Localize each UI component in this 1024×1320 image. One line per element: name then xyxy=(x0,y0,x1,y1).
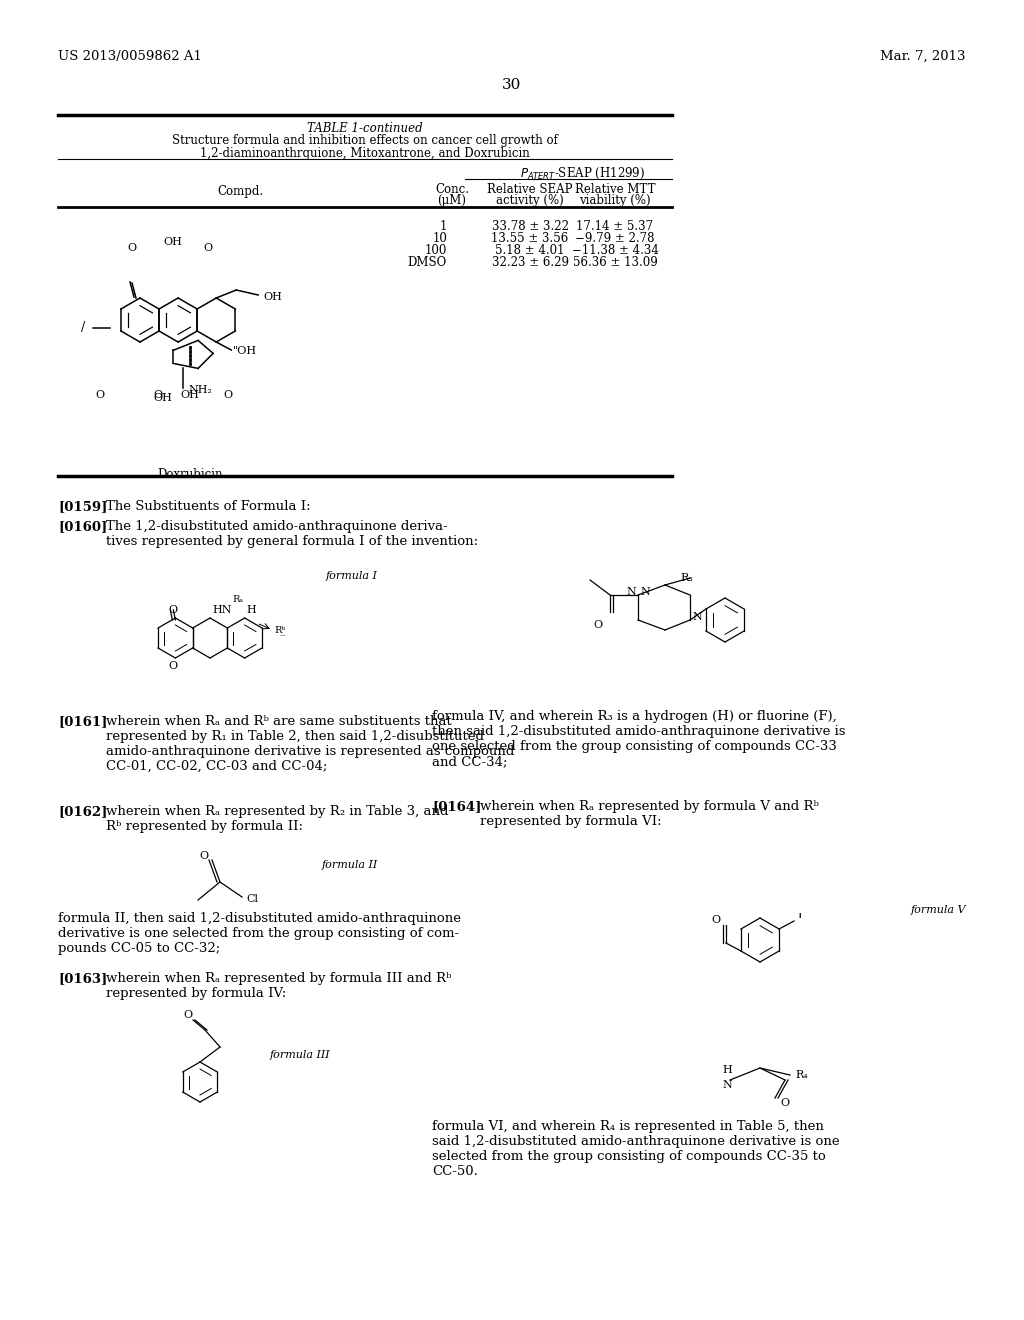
Text: OH: OH xyxy=(164,238,182,247)
Text: formula III: formula III xyxy=(269,1049,330,1060)
Text: activity (%): activity (%) xyxy=(496,194,564,207)
Text: N: N xyxy=(722,1080,732,1090)
Text: O: O xyxy=(594,620,602,630)
Text: −9.79 ± 2.78: −9.79 ± 2.78 xyxy=(575,232,654,246)
Text: wherein when Rₐ and Rᵇ are same substituents that
represented by R₁ in Table 2, : wherein when Rₐ and Rᵇ are same substitu… xyxy=(106,715,514,774)
Text: (μM): (μM) xyxy=(437,194,467,207)
Text: 13.55 ± 3.56: 13.55 ± 3.56 xyxy=(492,232,568,246)
Text: wherein when Rₐ represented by R₂ in Table 3, and
Rᵇ represented by formula II:: wherein when Rₐ represented by R₂ in Tab… xyxy=(106,805,449,833)
Text: wherein when Rₐ represented by formula III and Rᵇ
represented by formula IV:: wherein when Rₐ represented by formula I… xyxy=(106,972,452,1001)
Text: Doxrubicin: Doxrubicin xyxy=(158,469,223,480)
Text: N: N xyxy=(640,587,650,597)
Text: OH: OH xyxy=(180,389,200,400)
Text: formula II, then said 1,2-disubstituted amido-anthraquinone
derivative is one se: formula II, then said 1,2-disubstituted … xyxy=(58,912,461,954)
Text: 1: 1 xyxy=(439,220,447,234)
Text: formula IV, and wherein R₃ is a hydrogen (H) or fluorine (F),
then said 1,2-disu: formula IV, and wherein R₃ is a hydrogen… xyxy=(432,710,846,768)
Text: O: O xyxy=(712,915,721,925)
Text: [0160]: [0160] xyxy=(58,520,108,533)
Text: OH: OH xyxy=(263,292,282,302)
Text: [0159]: [0159] xyxy=(58,500,108,513)
Text: OH: OH xyxy=(154,393,172,404)
Text: "OH: "OH xyxy=(233,346,257,356)
Text: /: / xyxy=(81,322,85,334)
Text: [0163]: [0163] xyxy=(58,972,108,985)
Text: formula II: formula II xyxy=(322,861,378,870)
Text: viability (%): viability (%) xyxy=(580,194,651,207)
Text: 100: 100 xyxy=(425,244,447,257)
Text: 32.23 ± 6.29: 32.23 ± 6.29 xyxy=(492,256,568,269)
Text: H: H xyxy=(247,605,256,615)
Text: O: O xyxy=(183,1010,193,1020)
Text: O: O xyxy=(223,389,232,400)
Text: O: O xyxy=(169,605,178,615)
Text: [0161]: [0161] xyxy=(58,715,108,729)
Text: O: O xyxy=(127,243,136,253)
Text: Relative SEAP: Relative SEAP xyxy=(487,183,572,195)
Text: Conc.: Conc. xyxy=(435,183,469,195)
Text: $P_{ATERT}$-SEAP (H1299): $P_{ATERT}$-SEAP (H1299) xyxy=(520,166,645,181)
Text: O: O xyxy=(780,1098,790,1107)
Text: N: N xyxy=(627,587,636,597)
Text: 1,2-diaminoanthrquione, Mitoxantrone, and Doxrubicin: 1,2-diaminoanthrquione, Mitoxantrone, an… xyxy=(200,147,529,160)
Text: 30: 30 xyxy=(503,78,521,92)
Text: Compd.: Compd. xyxy=(217,185,263,198)
Text: formula I: formula I xyxy=(326,572,378,581)
Text: 10: 10 xyxy=(432,232,447,246)
Text: 33.78 ± 3.22: 33.78 ± 3.22 xyxy=(492,220,568,234)
Text: wherein when Rₐ represented by formula V and Rᵇ
represented by formula VI:: wherein when Rₐ represented by formula V… xyxy=(480,800,819,828)
Text: US 2013/0059862 A1: US 2013/0059862 A1 xyxy=(58,50,202,63)
Text: O: O xyxy=(204,243,213,253)
Text: O: O xyxy=(154,389,163,400)
Text: 17.14 ± 5.37: 17.14 ± 5.37 xyxy=(577,220,653,234)
Text: 56.36 ± 13.09: 56.36 ± 13.09 xyxy=(572,256,657,269)
Text: H: H xyxy=(722,1065,732,1074)
Text: [0164]: [0164] xyxy=(432,800,481,813)
Text: R₃: R₃ xyxy=(680,573,693,583)
Text: N: N xyxy=(692,612,701,622)
Text: Relative MTT: Relative MTT xyxy=(574,183,655,195)
Text: formula V: formula V xyxy=(910,906,966,915)
Text: ': ' xyxy=(797,912,802,929)
Text: TABLE 1-continued: TABLE 1-continued xyxy=(307,121,423,135)
Text: Rₐ: Rₐ xyxy=(232,595,243,605)
Text: R₄: R₄ xyxy=(795,1071,808,1080)
Text: O: O xyxy=(169,661,178,671)
Text: Rᵇ̲: Rᵇ̲ xyxy=(274,626,286,635)
Text: The Substituents of Formula I:: The Substituents of Formula I: xyxy=(106,500,310,513)
Text: Structure formula and inhibition effects on cancer cell growth of: Structure formula and inhibition effects… xyxy=(172,135,558,147)
Text: [0162]: [0162] xyxy=(58,805,108,818)
Text: Cl: Cl xyxy=(246,894,258,904)
Text: The 1,2-disubstituted amido-anthraquinone deriva-
tives represented by general f: The 1,2-disubstituted amido-anthraquinon… xyxy=(106,520,478,548)
Text: O: O xyxy=(95,389,104,400)
Text: DMSO: DMSO xyxy=(408,256,447,269)
Text: O: O xyxy=(200,851,209,861)
Text: formula VI, and wherein R₄ is represented in Table 5, then
said 1,2-disubstitute: formula VI, and wherein R₄ is represente… xyxy=(432,1119,840,1177)
Text: −11.38 ± 4.34: −11.38 ± 4.34 xyxy=(571,244,658,257)
Text: HN: HN xyxy=(212,605,231,615)
Text: 5.18 ± 4.01: 5.18 ± 4.01 xyxy=(496,244,565,257)
Text: Mar. 7, 2013: Mar. 7, 2013 xyxy=(881,50,966,63)
Text: NH₂: NH₂ xyxy=(188,385,212,396)
